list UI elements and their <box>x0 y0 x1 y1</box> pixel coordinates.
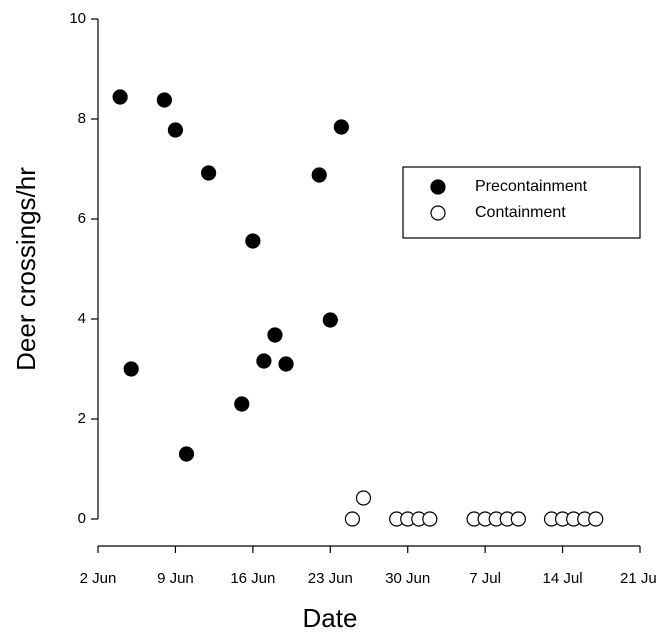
legend-marker <box>430 205 446 221</box>
legend: Precontainment Containment <box>402 166 641 239</box>
data-point <box>201 165 217 181</box>
data-point <box>245 233 261 249</box>
x-axis-title: Date <box>303 603 358 633</box>
data-point <box>355 490 372 506</box>
legend-label: Precontainment <box>475 178 588 195</box>
data-point <box>123 361 139 377</box>
y-tick-label: 0 <box>78 510 86 527</box>
y-tick-label: 2 <box>78 410 86 427</box>
y-axis-title: Deer crossings/hr <box>11 167 41 371</box>
x-tick-label: 30 Jun <box>385 570 430 587</box>
data-point <box>422 511 438 527</box>
data-point <box>234 396 250 412</box>
data-point <box>322 312 338 328</box>
data-point <box>510 511 526 527</box>
legend-box <box>402 166 641 239</box>
data-point <box>167 122 184 138</box>
data-point <box>156 92 172 108</box>
x-tick-label: 21 Jul <box>620 570 657 587</box>
data-point <box>311 167 327 183</box>
x-tick-label: 16 Jun <box>230 570 275 587</box>
x-tick-label: 7 Jul <box>469 570 501 587</box>
data-point <box>344 511 361 527</box>
data-point <box>112 89 128 105</box>
data-point <box>588 511 604 527</box>
x-tick-label: 23 Jun <box>308 570 353 587</box>
data-point <box>333 119 349 135</box>
data-point <box>256 353 272 369</box>
data-point <box>178 446 195 462</box>
legend-marker <box>430 179 446 195</box>
x-tick-label: 9 Jun <box>157 570 194 587</box>
x-tick-label: 14 Jul <box>543 570 583 587</box>
y-tick-label: 10 <box>69 10 86 27</box>
x-tick-label: 2 Jun <box>80 570 117 587</box>
y-tick-label: 8 <box>78 110 86 127</box>
data-point <box>267 327 283 343</box>
data-point <box>278 356 294 372</box>
y-tick-label: 4 <box>78 310 86 327</box>
y-tick-label: 6 <box>78 210 86 227</box>
legend-label: Containment <box>475 204 566 221</box>
